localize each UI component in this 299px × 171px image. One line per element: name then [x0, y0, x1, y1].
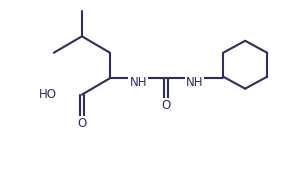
Text: HO: HO	[39, 88, 57, 101]
Text: NH: NH	[129, 76, 147, 89]
Text: O: O	[162, 99, 171, 112]
Text: NH: NH	[186, 76, 203, 89]
Text: O: O	[77, 116, 86, 129]
